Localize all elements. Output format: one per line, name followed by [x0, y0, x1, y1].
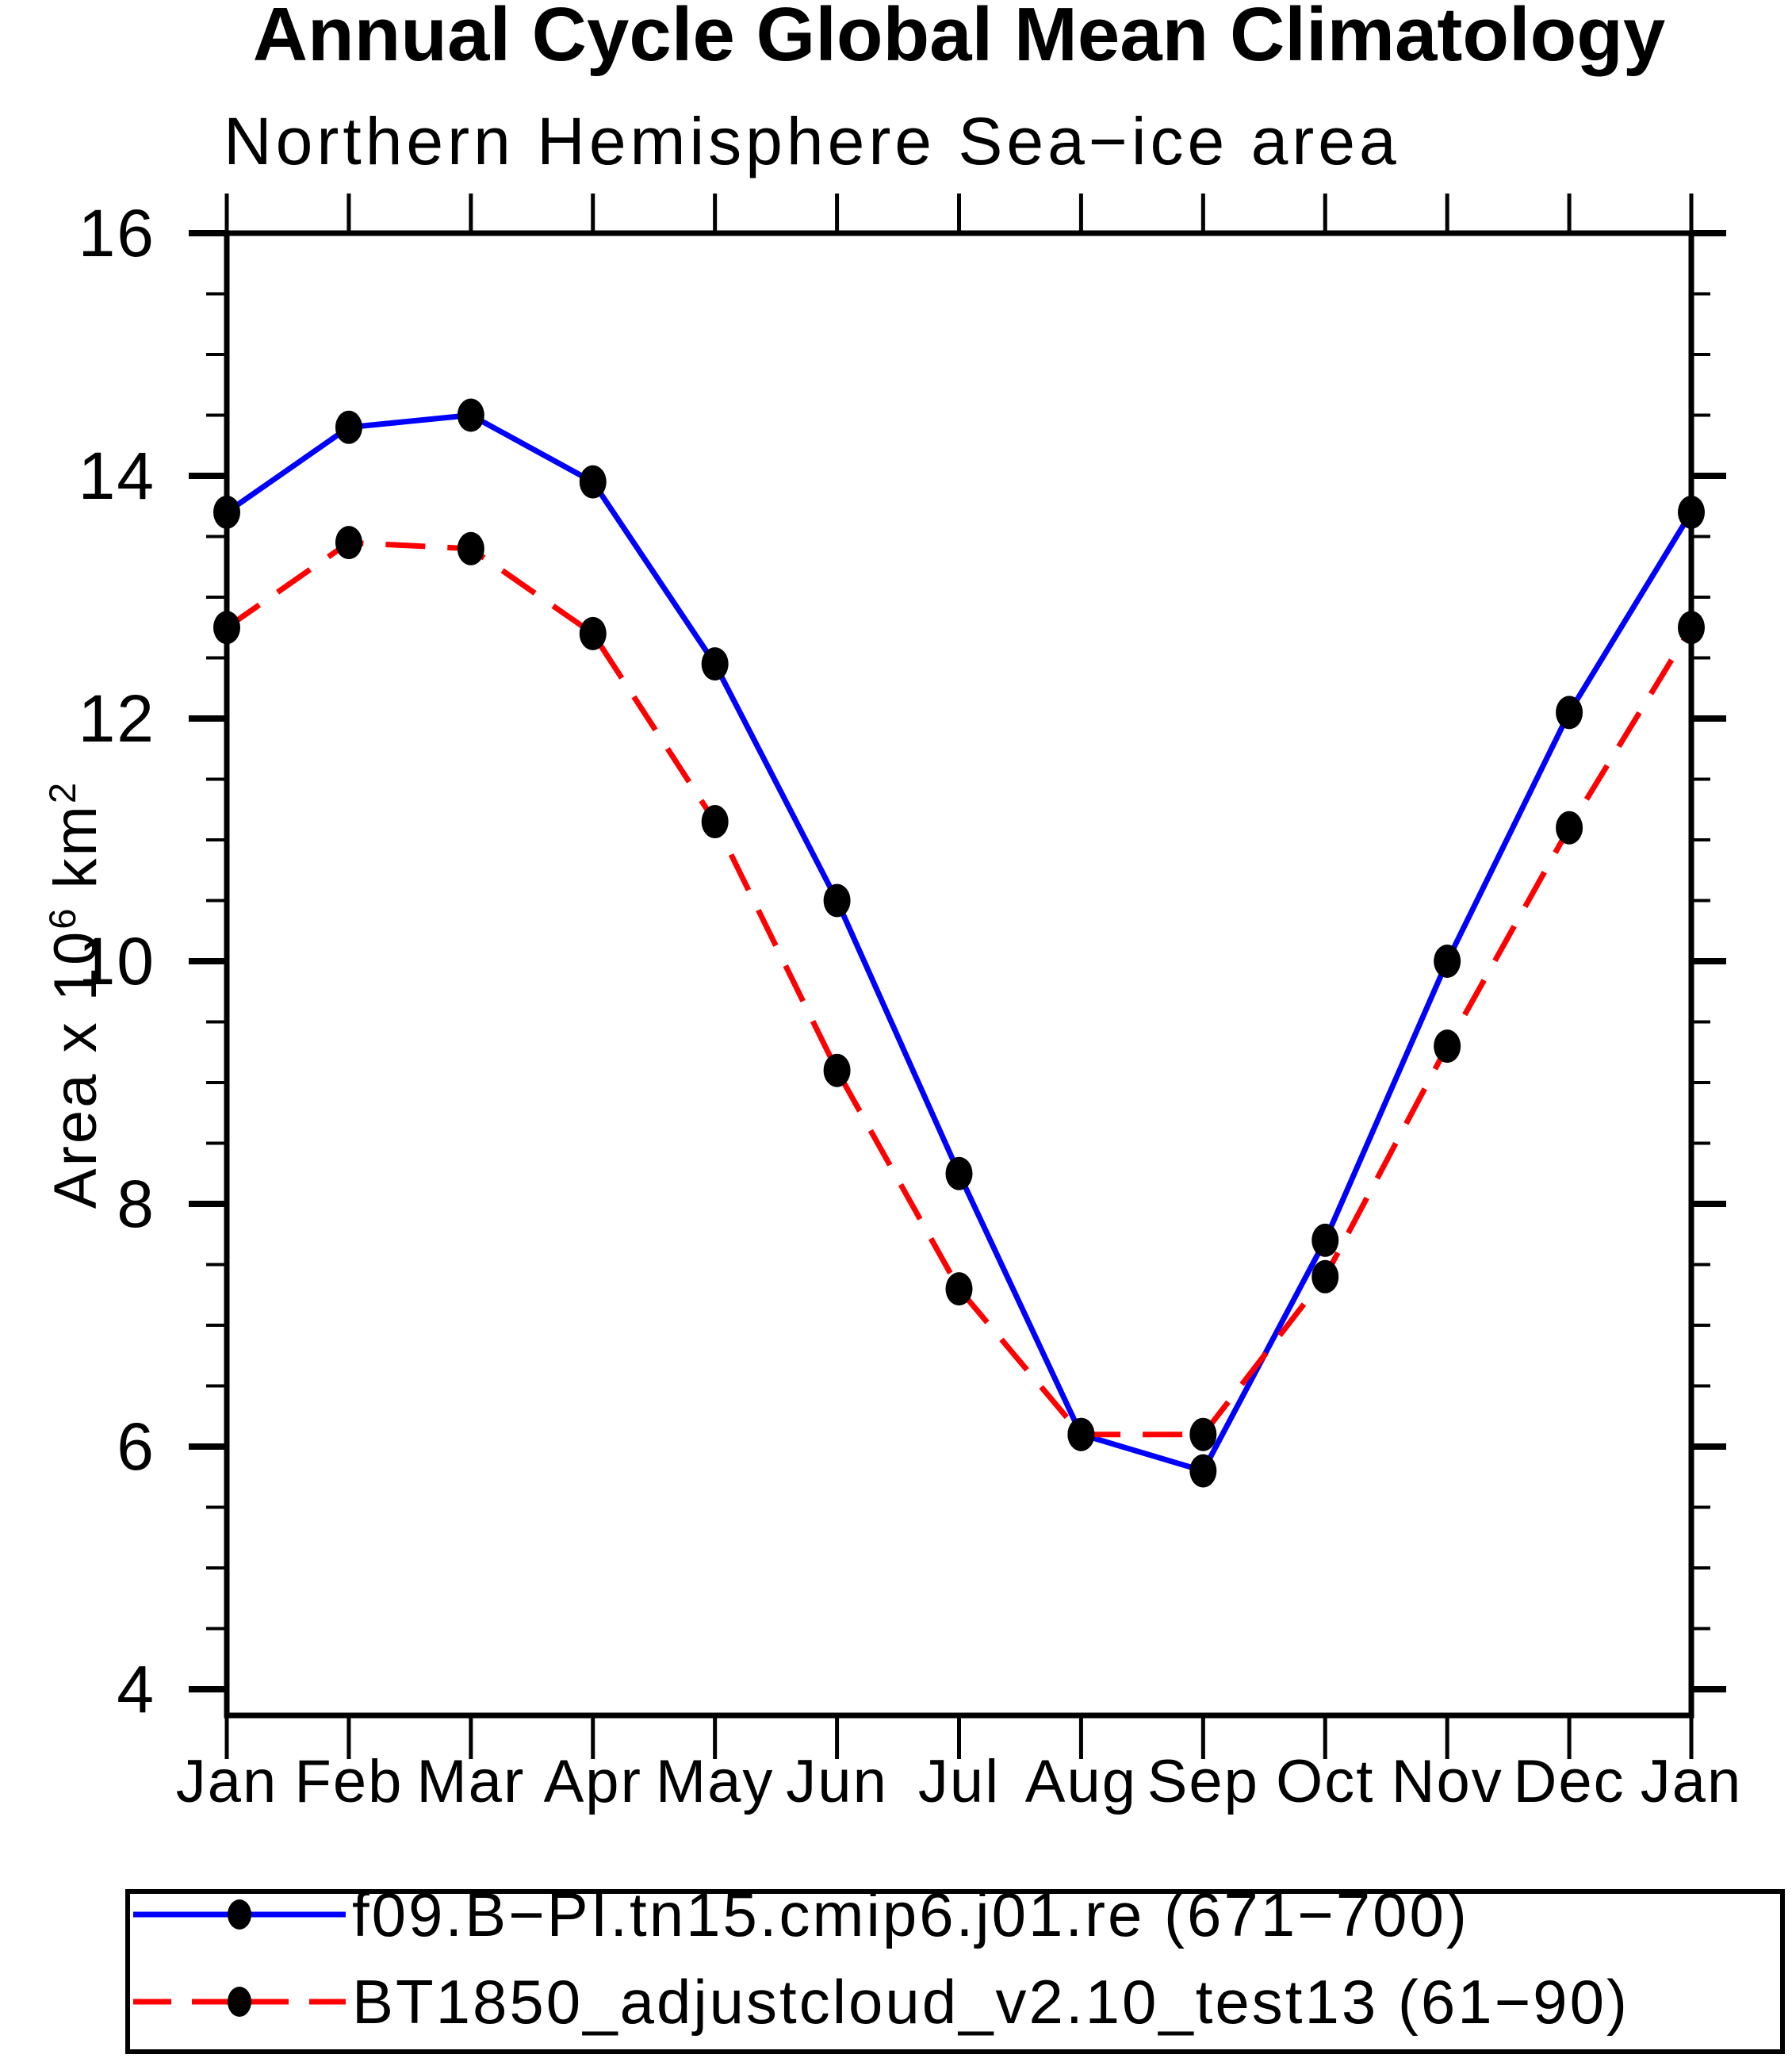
x-tick-label: Apr [543, 1748, 642, 1815]
data-point-marker-1 [1678, 611, 1705, 645]
legend-label: f09.B−PI.tn15.cmip6.j01.re (671−700) [352, 1879, 1469, 1949]
x-tick-label: Jun [786, 1748, 888, 1815]
data-point-marker-1 [1189, 1417, 1217, 1451]
legend-box [125, 1889, 1785, 2054]
y-tick-label: 16 [78, 196, 155, 270]
data-point-marker-1 [457, 531, 484, 565]
data-point-marker-0 [823, 883, 851, 918]
legend-label: BT1850_adjustcloud_v2.10_test13 (61−90) [352, 1966, 1629, 2037]
x-tick-label: Mar [416, 1748, 526, 1815]
x-tick-label: Aug [1024, 1748, 1138, 1815]
data-point-marker-0 [1556, 696, 1583, 730]
x-tick-label: May [655, 1748, 775, 1815]
data-point-marker-0 [701, 647, 729, 681]
legend-marker-icon [228, 1899, 251, 1930]
y-tick-label: 14 [78, 439, 155, 513]
data-point-marker-1 [335, 526, 362, 560]
data-point-marker-0 [335, 410, 362, 444]
data-point-marker-1 [1556, 811, 1583, 845]
data-point-marker-1 [823, 1053, 851, 1087]
data-point-marker-1 [1311, 1259, 1339, 1294]
data-point-marker-0 [945, 1156, 973, 1190]
data-point-marker-1 [213, 611, 240, 645]
data-point-marker-1 [945, 1272, 973, 1306]
data-point-marker-0 [1189, 1454, 1217, 1488]
chart-subtitle: Northern Hemisphere Sea−ice area [224, 104, 1400, 178]
x-tick-label: Oct [1276, 1748, 1375, 1815]
legend-marker-icon [228, 1987, 251, 2017]
x-tick-label: Feb [294, 1748, 404, 1815]
plot-box [224, 230, 1694, 1719]
y-tick-label: 10 [78, 924, 155, 998]
x-tick-label: Jan [1640, 1748, 1743, 1815]
data-point-marker-1 [1434, 1029, 1461, 1064]
data-point-marker-0 [457, 398, 484, 432]
legend-row: f09.B−PI.tn15.cmip6.j01.re (671−700) [133, 1879, 1469, 1949]
x-tick-label: Jan [175, 1748, 278, 1815]
data-point-marker-1 [1067, 1417, 1095, 1451]
legend-solid-line-sample [133, 1899, 346, 1930]
data-point-marker-1 [701, 805, 729, 839]
y-tick-label: 6 [117, 1409, 155, 1484]
data-point-marker-0 [213, 495, 240, 529]
legend-row: BT1850_adjustcloud_v2.10_test13 (61−90) [133, 1966, 1629, 2037]
x-tick-label: Sep [1147, 1748, 1259, 1815]
data-point-marker-0 [1678, 495, 1705, 529]
x-tick-label: Dec [1513, 1748, 1625, 1815]
chart-title: Annual Cycle Global Mean Climatology [252, 0, 1666, 77]
legend-dashed-line-sample [133, 1987, 346, 2017]
data-point-marker-1 [579, 616, 607, 650]
y-tick-label: 12 [78, 681, 155, 756]
data-point-marker-0 [1311, 1223, 1339, 1257]
y-tick-label: 4 [117, 1652, 155, 1727]
series-line-0 [225, 412, 1694, 1474]
x-tick-label: Nov [1391, 1748, 1503, 1815]
x-tick-label: Jul [917, 1748, 1001, 1815]
data-point-marker-0 [579, 465, 607, 499]
y-tick-label: 8 [117, 1167, 155, 1241]
data-point-marker-0 [1434, 945, 1461, 978]
